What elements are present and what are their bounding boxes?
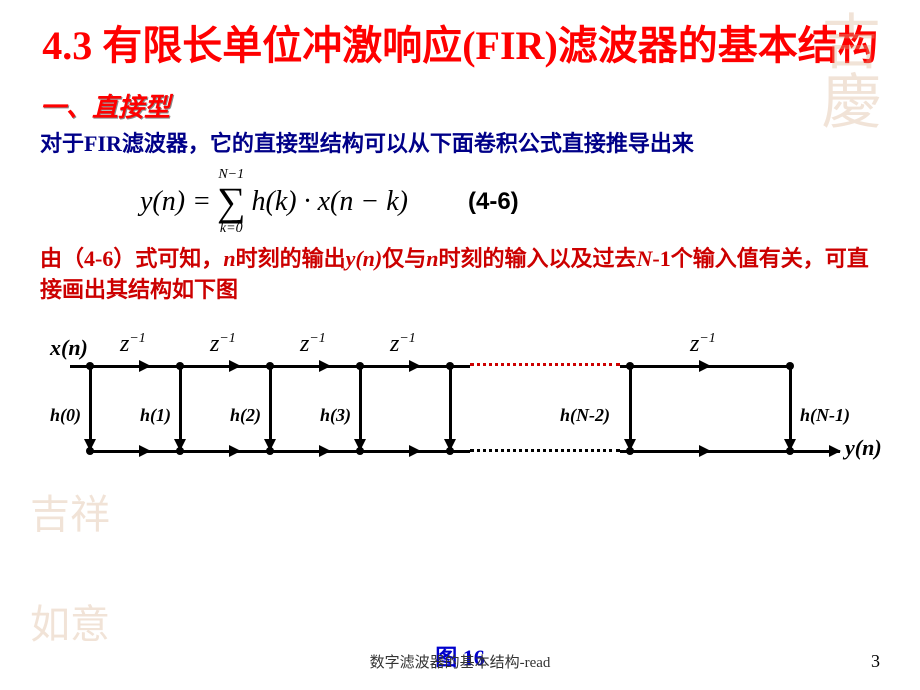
bot-dotted <box>470 449 620 452</box>
sigma-block: N−1 ∑ k=0 <box>217 168 246 236</box>
top-arrow-2 <box>200 365 240 368</box>
delay-label-1: z−1 <box>120 331 146 358</box>
output-label: y(n) <box>845 435 882 461</box>
vline-0 <box>89 365 92 450</box>
equation-label: (4-6) <box>468 188 519 216</box>
bot-arrow-2 <box>200 450 240 453</box>
section-heading: 一、直接型 <box>40 87 880 124</box>
top-dotted <box>470 363 620 366</box>
bot-arrow-3 <box>290 450 330 453</box>
bot-line-2 <box>620 450 840 453</box>
fir-structure-diagram: x(n) z−1 z−1 z−1 z−1 z−1 h <box>50 325 870 475</box>
delay-label-4: z−1 <box>390 331 416 358</box>
tap-label-1: h(1) <box>140 405 171 426</box>
delay-label-3: z−1 <box>300 331 326 358</box>
page-number: 3 <box>871 651 880 672</box>
convolution-formula: y(n) = N−1 ∑ k=0 h(k) · x(n − k) <box>140 168 408 236</box>
bot-arrow-1 <box>110 450 150 453</box>
delay-label-2: z−1 <box>210 331 236 358</box>
top-arrow-5 <box>670 365 710 368</box>
bot-arrow-4 <box>380 450 420 453</box>
tap-label-2: h(2) <box>230 405 261 426</box>
formula-lhs: y(n) = <box>140 186 211 218</box>
footer-text: 数字滤波器的基本结构-read <box>0 651 920 672</box>
input-label: x(n) <box>50 335 88 361</box>
tap-label-3: h(3) <box>320 405 351 426</box>
formula-row: y(n) = N−1 ∑ k=0 h(k) · x(n − k) (4-6) <box>140 168 880 236</box>
paragraph-1: 对于FIR滤波器，它的直接型结构可以从下面卷积公式直接推导出来 <box>40 129 880 160</box>
watermark-decoration: 如意 <box>30 592 110 650</box>
sum-lower: k=0 <box>220 222 243 236</box>
bot-arrow-5 <box>670 450 710 453</box>
tap-label-0: h(0) <box>50 405 81 426</box>
vline-1 <box>179 365 182 450</box>
top-arrow-1 <box>110 365 150 368</box>
top-arrow-3 <box>290 365 330 368</box>
delay-label-5: z−1 <box>690 331 716 358</box>
tap-label-5: h(N-1) <box>800 405 850 426</box>
sigma-symbol: ∑ <box>217 182 246 222</box>
vline-3 <box>359 365 362 450</box>
tap-label-4: h(N-2) <box>560 405 610 426</box>
vline-4 <box>449 365 452 450</box>
top-arrow-4 <box>380 365 420 368</box>
watermark-decoration: 吉祥 <box>30 482 110 540</box>
paragraph-2: 由（4-6）式可知，n时刻的输出y(n)仅与n时刻的输入以及过去N-1个输入值有… <box>40 244 880 306</box>
slide-title: 4.3 有限长单位冲激响应(FIR)滤波器的基本结构 <box>40 20 880 72</box>
vline-2 <box>269 365 272 450</box>
formula-rhs: h(k) · x(n − k) <box>252 186 408 218</box>
vline-6 <box>789 365 792 450</box>
vline-5 <box>629 365 632 450</box>
